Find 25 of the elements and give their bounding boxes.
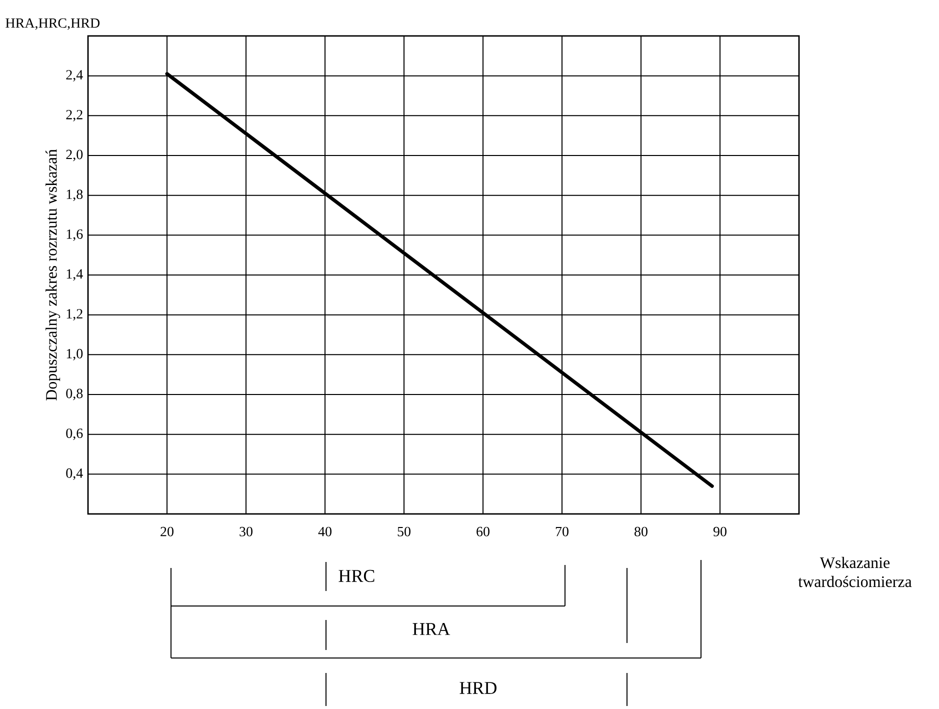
y-tick-label: 1,0 (66, 348, 83, 360)
y-axis-title: Dopuszczalny zakres rozrzutu wskazań (46, 149, 60, 400)
x-tick-label: 30 (240, 526, 252, 536)
y-tick-label: 1,8 (66, 190, 83, 202)
x-tick-label: 70 (556, 526, 568, 536)
y-tick-label: 0,8 (66, 388, 83, 400)
x-axis-title: Wskazanie twardościomierza (798, 556, 912, 588)
y-tick-label: 1,4 (66, 269, 83, 281)
y-tick-label: 1,2 (66, 309, 82, 321)
text: HRA (412, 623, 450, 635)
chart-title: HRA,HRC,HRD (6, 18, 100, 30)
x-tick-label: 50 (398, 526, 410, 536)
x-tick-label: 80 (634, 526, 648, 536)
text: HRC (338, 570, 374, 582)
x-tick-label: 40 (318, 526, 332, 536)
x-tick-label: 90 (713, 526, 726, 536)
y-tick-label: 1,6 (66, 229, 83, 241)
y-tick-label: 0,4 (66, 468, 83, 480)
y-tick-label: 2,4 (66, 70, 83, 82)
y-tick-label: 2,2 (66, 110, 82, 122)
x-tick-label: 20 (160, 526, 174, 536)
y-tick-label: 0,6 (66, 428, 83, 440)
text: HRD (460, 682, 496, 694)
x-tick-label: 60 (476, 526, 490, 536)
y-tick-label: 2,0 (66, 150, 83, 162)
